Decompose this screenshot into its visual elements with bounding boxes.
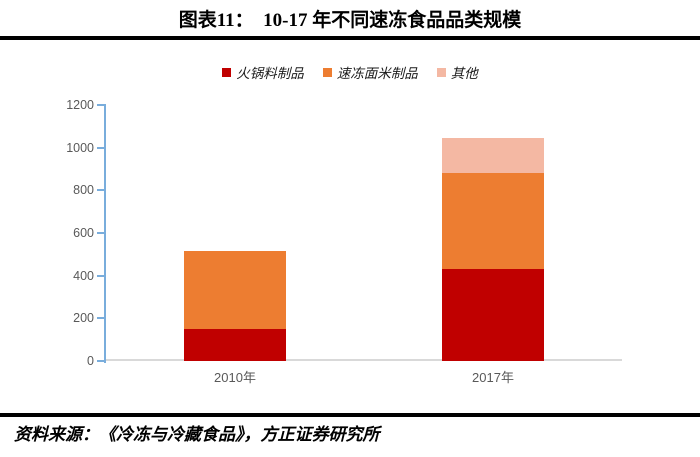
bar-segment-2010年-速冻面米制品	[184, 251, 286, 329]
y-axis-tick	[97, 360, 104, 362]
legend-label: 火锅料制品	[236, 66, 304, 81]
y-axis-tick	[97, 146, 104, 149]
legend-item-2: 其他	[436, 62, 478, 82]
chart-legend: 火锅料制品 速冻面米制品 其他	[0, 61, 700, 83]
y-axis-line	[104, 104, 106, 363]
legend-label: 其他	[450, 66, 478, 81]
y-axis-tick-label: 0	[87, 354, 94, 368]
y-axis-tick	[97, 189, 104, 192]
bar-segment-2017年-其他	[442, 138, 544, 174]
bar-segment-2017年-火锅料制品	[442, 269, 544, 361]
y-axis-tick	[97, 274, 104, 277]
x-axis-category-label: 2010年	[214, 370, 256, 385]
top-divider-rule	[0, 36, 700, 40]
legend-item-0: 火锅料制品	[222, 62, 304, 82]
y-axis-tick	[97, 104, 104, 106]
bar-segment-2010年-火锅料制品	[184, 329, 286, 361]
y-axis-tick-label: 800	[73, 183, 94, 198]
y-axis-tick-label: 200	[73, 311, 94, 326]
y-axis-tick	[97, 317, 104, 320]
y-axis-tick-label: 400	[73, 268, 94, 283]
legend-swatch-icon	[222, 67, 232, 77]
x-axis-category-label: 2017年	[472, 370, 514, 385]
source-note: 资料来源：《冷冻与冷藏食品》，方正证券研究所	[14, 425, 380, 444]
y-axis-tick	[97, 232, 104, 234]
y-axis-tick-label: 1000	[66, 140, 94, 155]
bottom-divider-rule	[0, 413, 700, 417]
stacked-bar-chart: 0 200 400 600 800 1000 1200 2010年 2017年	[66, 98, 622, 385]
legend-item-1: 速冻面米制品	[322, 62, 418, 82]
chart-title: 图表11： 10-17 年不同速冻食品品类规模	[178, 10, 522, 31]
y-axis-tick-label: 600	[73, 226, 94, 240]
bar-segment-2017年-速冻面米制品	[442, 173, 544, 270]
legend-swatch-icon	[436, 67, 446, 77]
y-axis-tick-label: 1200	[66, 98, 94, 112]
legend-label: 速冻面米制品	[336, 66, 418, 81]
legend-swatch-icon	[322, 67, 332, 77]
x-axis-line	[106, 358, 622, 361]
